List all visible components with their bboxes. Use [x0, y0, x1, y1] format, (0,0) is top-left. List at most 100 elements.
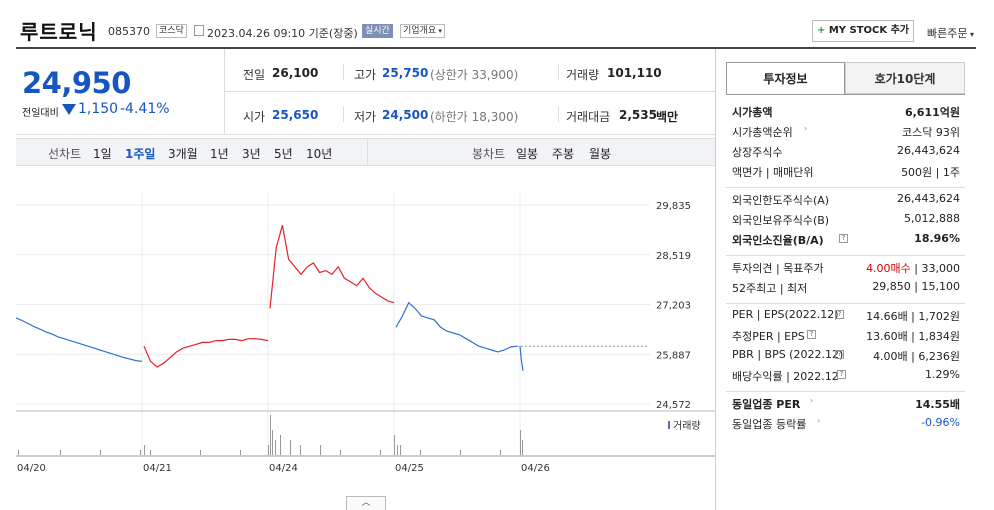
down-triangle-icon: [62, 104, 76, 115]
invest-row-label: 52주최고 | 최저: [732, 282, 808, 295]
y-tick-label: 25,887: [656, 350, 691, 361]
volume-legend: 거래량: [673, 420, 701, 432]
y-tick-label: 24,572: [656, 400, 691, 411]
invest-row-value: 4.00배 | 6,236원: [873, 350, 960, 363]
period-10y[interactable]: 10년: [306, 147, 333, 161]
help-icon[interactable]: ?: [839, 234, 848, 243]
invest-row-value: 26,443,624: [897, 192, 960, 205]
price-line-segment: [15, 317, 143, 362]
volume-bar: [394, 435, 395, 455]
amount-label: 거래대금: [566, 110, 611, 124]
volume-bar: [18, 450, 19, 455]
invest-row-label: 외국인소진율(B/A): [732, 234, 824, 247]
separator: [558, 64, 559, 80]
corp-info-label: 기업개요: [403, 26, 437, 36]
prev-label: 전일: [243, 68, 266, 82]
invest-row-value: 14.66배 | 1,702원: [866, 310, 960, 323]
amount-unit: 백만: [656, 110, 679, 124]
high-label: 고가: [354, 68, 377, 82]
summary-divider: [225, 91, 715, 92]
period-1w[interactable]: 1주일: [125, 147, 156, 161]
volume-bar: [300, 445, 301, 455]
tab-invest-info[interactable]: 투자정보: [726, 62, 845, 94]
volume-bar: [460, 450, 461, 455]
realtime-badge[interactable]: 실시간: [362, 24, 393, 38]
candle-daily[interactable]: 일봉: [516, 147, 539, 161]
help-icon[interactable]: ?: [837, 370, 846, 379]
chart-grid: [16, 192, 715, 457]
open-label: 시가: [243, 110, 266, 124]
invest-row-label: 추정PER | EPS: [732, 330, 805, 343]
candle-weekly[interactable]: 주봉: [552, 147, 575, 161]
period-bar: [16, 138, 715, 166]
period-3m[interactable]: 3개월: [168, 147, 198, 161]
price-line-segment: [395, 301, 518, 353]
y-tick-label: 28,519: [656, 251, 691, 262]
volume-bar: [280, 435, 281, 455]
chart-labels: 29,835 28,519 27,203 25,887 24,572 04/20 04/21…: [17, 201, 701, 474]
volume-bar: [340, 450, 341, 455]
plus-icon: +: [816, 25, 829, 36]
separator: [558, 106, 559, 122]
mystock-add-button[interactable]: + MY STOCK 추가: [812, 20, 914, 42]
separator: [343, 64, 344, 80]
x-tick-label: 04/26: [521, 463, 550, 474]
chevron-right-icon[interactable]: ›: [810, 396, 814, 405]
chevron-up-icon: ︿: [361, 498, 371, 508]
candle-monthly[interactable]: 월봉: [589, 147, 612, 161]
market-badge: 코스닥: [156, 24, 187, 38]
volume-bar: [522, 440, 523, 455]
volume-bar: [275, 440, 276, 455]
price-chart[interactable]: 29,835 28,519 27,203 25,887 24,572 04/20 04/21…: [0, 0, 716, 510]
period-1d[interactable]: 1일: [93, 147, 112, 161]
quick-order-button[interactable]: 빠른주문 ▾: [927, 25, 974, 41]
y-tick-label: 29,835: [656, 201, 691, 212]
price-line-segment: [519, 346, 524, 371]
volume-bar: [240, 450, 241, 455]
corp-info-dropdown[interactable]: 기업개요 ▾: [400, 24, 445, 38]
diff-value: 1,150: [78, 101, 119, 117]
help-icon[interactable]: ?: [835, 310, 844, 319]
x-tick-label: 04/25: [395, 463, 424, 474]
stock-name: 루트로닉: [20, 20, 98, 44]
summary-bottom-line: [16, 134, 715, 135]
help-icon[interactable]: ?: [807, 330, 816, 339]
period-3y[interactable]: 3년: [242, 147, 261, 161]
volume-bar: [140, 450, 141, 455]
price-line-segment: [269, 225, 395, 309]
volume-bar: [150, 450, 151, 455]
price-line-segment: [143, 338, 269, 368]
help-icon[interactable]: ?: [835, 350, 844, 359]
invest-row-value: 29,850 | 15,100: [872, 280, 960, 293]
invest-opinion: 4.00매수: [866, 262, 911, 275]
diff-percent: -4.41%: [120, 101, 170, 117]
tab-underline: [726, 94, 965, 95]
tab-order-book[interactable]: 호가10단계: [845, 62, 965, 94]
chevron-down-icon: ▾: [436, 27, 442, 35]
chevron-right-icon[interactable]: ›: [817, 416, 821, 425]
chevron-right-icon[interactable]: ›: [804, 124, 808, 133]
quick-order-label: 빠른주문: [927, 27, 968, 40]
volume-bar: [400, 445, 401, 455]
invest-row-value: 6,611억원: [904, 106, 960, 119]
volume-bar: [100, 450, 101, 455]
period-1y[interactable]: 1년: [210, 147, 229, 161]
chart-scroll-up-button[interactable]: ︿: [346, 496, 386, 510]
volume-bar: [200, 450, 201, 455]
invest-row-value: 1.29%: [925, 368, 960, 381]
volume-bar: [420, 450, 421, 455]
volume-bar: [290, 440, 291, 455]
header-divider: [16, 47, 976, 49]
volume-bar: [500, 450, 501, 455]
volume-value: 101,110: [607, 66, 662, 80]
invest-row-label: 외국인한도주식수(A): [732, 194, 830, 207]
invest-row-value: 500원 | 1주: [901, 166, 960, 179]
invest-row-label: 상장주식수: [732, 146, 783, 159]
low-label: 저가: [354, 110, 377, 124]
invest-row-value: -0.96%: [921, 416, 960, 429]
period-5y[interactable]: 5년: [274, 147, 293, 161]
invest-row-label: 액면가 | 매매단위: [732, 166, 814, 179]
upper-limit: (상한가 33,900): [430, 68, 519, 82]
invest-row-value: 13.60배 | 1,834원: [866, 330, 960, 343]
invest-row-label: 동일업종 PER: [732, 398, 801, 411]
